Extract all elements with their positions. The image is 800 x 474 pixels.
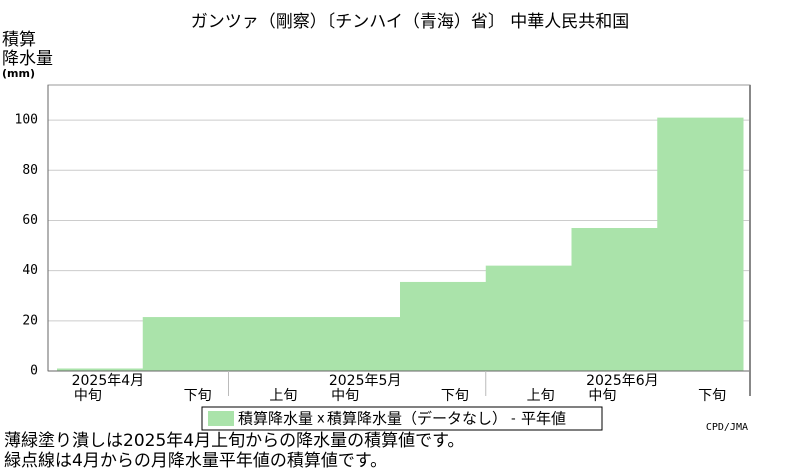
legend-box: [201, 406, 603, 431]
chart-title: ガンツァ（剛察）〔チンハイ（青海）省〕 中華人民共和国: [191, 12, 630, 32]
y-axis-label: 降水量: [2, 49, 53, 69]
x-tick-label: 上旬: [527, 388, 555, 404]
bar: [228, 317, 315, 371]
legend-label: 平年値: [521, 410, 566, 428]
bar: [142, 317, 229, 371]
legend-label: 積算降水量: [238, 410, 313, 428]
note: 緑点線は4月からの月降水量平年値の積算値です。: [4, 451, 387, 470]
bar: [571, 228, 658, 371]
x-tick-label: 下旬: [184, 388, 212, 404]
y-tick-label: 0: [30, 364, 38, 379]
y-tick-label: 20: [22, 313, 38, 328]
y-tick-label: 60: [22, 213, 38, 228]
x-tick-label: 下旬: [698, 388, 726, 404]
bar: [400, 281, 487, 371]
y-axis-label: 積算: [2, 30, 36, 50]
x-tick-label: 上旬: [269, 388, 297, 404]
note: 薄緑塗り潰しは2025年4月上旬からの降水量の積算値です。: [4, 430, 464, 451]
legend-label: 積算降水量（データなし）: [327, 410, 507, 428]
legend-marker: -: [511, 412, 516, 427]
bar: [485, 265, 572, 371]
bar: [657, 117, 744, 371]
y-tick-label: 80: [22, 163, 38, 178]
x-month-label: 2025年4月: [72, 373, 145, 389]
legend-swatch: [208, 411, 234, 426]
x-tick-label: 下旬: [441, 388, 469, 404]
x-tick-label: 中旬: [588, 388, 616, 404]
bar: [314, 317, 401, 371]
y-tick-label: 100: [15, 113, 38, 128]
y-tick-label: 40: [22, 263, 38, 278]
x-tick-label: 中旬: [74, 388, 102, 404]
x-month-label: 2025年6月: [586, 373, 659, 389]
credit: CPD/JMA: [706, 422, 748, 433]
legend-marker: x: [317, 412, 325, 427]
x-tick-label: 中旬: [331, 388, 359, 404]
bar: [57, 368, 144, 371]
x-month-label: 2025年5月: [329, 373, 402, 389]
y-axis-label: (mm): [2, 67, 35, 80]
